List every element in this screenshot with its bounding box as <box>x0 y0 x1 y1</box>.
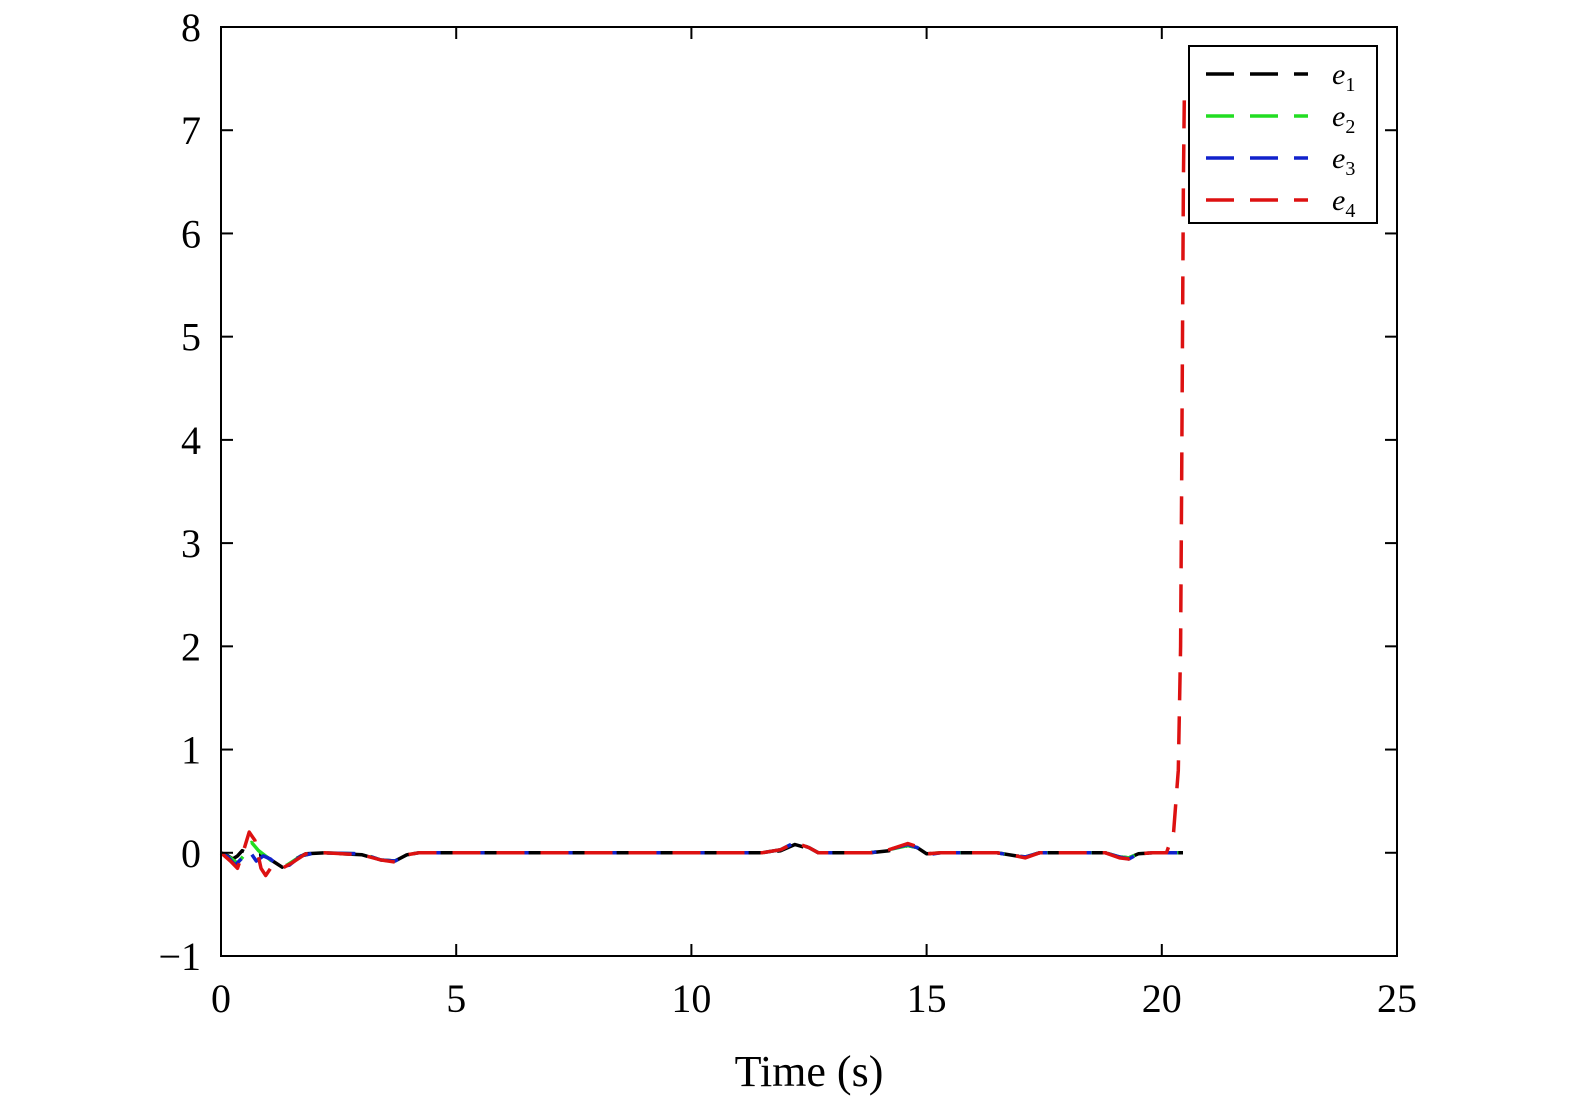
x-tick-label: 15 <box>907 976 947 1021</box>
legend: e1 e2 e3 e4 <box>1188 45 1378 224</box>
x-tick-label: 25 <box>1377 976 1417 1021</box>
legend-label-e4: e4 <box>1332 184 1355 222</box>
y-tick-label: 8 <box>181 5 201 50</box>
x-tick-label: 0 <box>211 976 231 1021</box>
legend-label-e2: e2 <box>1332 100 1355 138</box>
y-tick-label: 4 <box>181 418 201 463</box>
series-line-e1 <box>220 842 1183 869</box>
y-tick-label: −1 <box>158 934 201 979</box>
ticks-layer <box>220 26 1398 957</box>
legend-label-e3: e3 <box>1332 142 1355 180</box>
y-tick-label: 0 <box>181 831 201 876</box>
y-tick-label: 6 <box>181 211 201 256</box>
series-layer <box>219 88 1187 878</box>
x-tick-label: 20 <box>1142 976 1182 1021</box>
x-tick-label: 10 <box>671 976 711 1021</box>
y-tick-label: 7 <box>181 108 201 153</box>
series-line-e4 <box>219 88 1187 878</box>
legend-label-e1: e1 <box>1332 58 1355 96</box>
x-axis-title: Time (s) <box>735 1047 884 1096</box>
y-tick-label: 1 <box>181 728 201 773</box>
y-tick-label: 5 <box>181 315 201 360</box>
y-tick-label: 3 <box>181 521 201 566</box>
y-tick-label: 2 <box>181 624 201 669</box>
plot-frame <box>220 26 1398 957</box>
x-tick-label: 5 <box>446 976 466 1021</box>
